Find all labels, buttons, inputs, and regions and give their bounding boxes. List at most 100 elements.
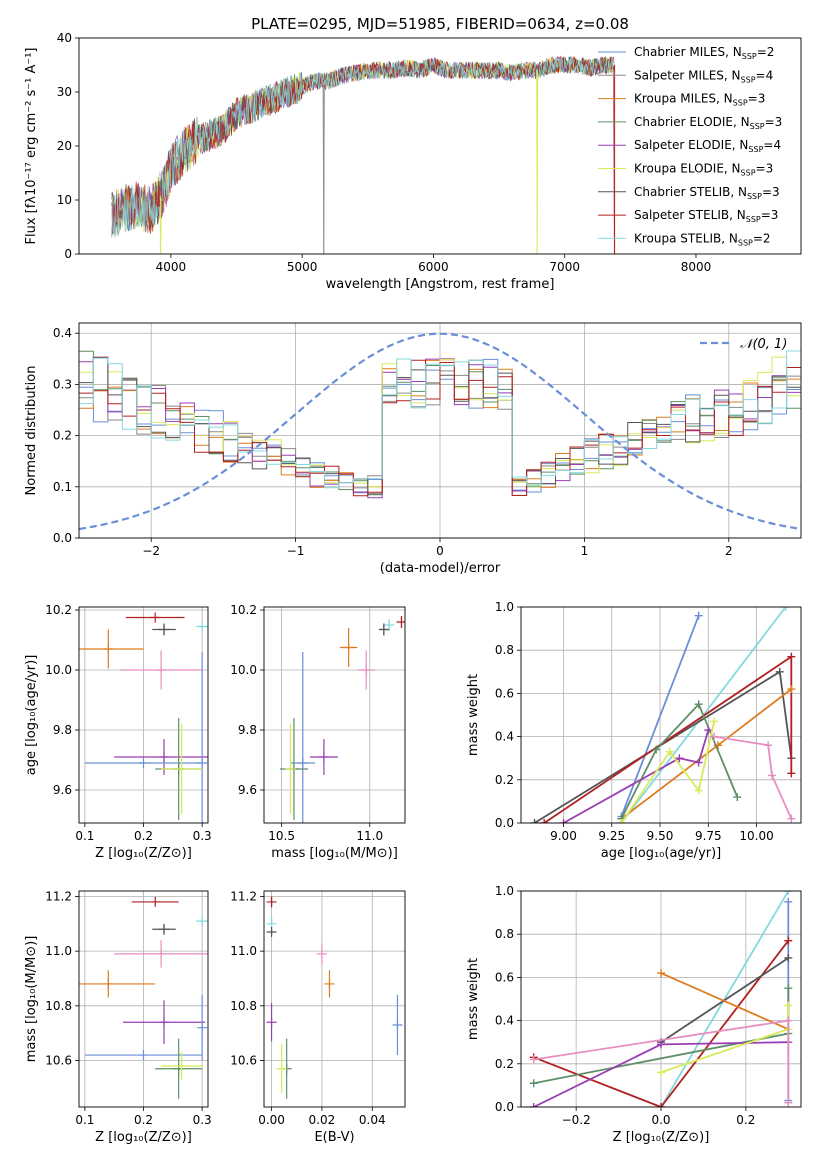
legend-label: Chabrier MILES, NSSP=2 xyxy=(634,45,774,61)
weight-point xyxy=(665,747,674,756)
axes-frame xyxy=(263,890,406,1108)
data-point xyxy=(384,620,395,630)
weight-point xyxy=(652,745,661,754)
x-axis-label: Z [log₁₀(Z/Z⊙)] xyxy=(613,1130,710,1145)
x-tick-label: −1 xyxy=(287,544,305,558)
legend-label-subscript: SSP xyxy=(741,169,756,178)
data-point xyxy=(176,764,187,774)
y-tick-label: 10.0 xyxy=(45,663,72,677)
y-tick-label: 40 xyxy=(57,31,72,45)
x-tick-label: 0.0 xyxy=(651,1113,670,1127)
y-tick-label: 10.8 xyxy=(230,999,257,1013)
x-tick-label: 6000 xyxy=(418,260,449,274)
legend: Chabrier MILES, NSSP=2 Salpeter MILES, NS… xyxy=(598,45,782,247)
y-tick-label: 0.4 xyxy=(53,326,72,340)
plot-area xyxy=(279,616,405,823)
legend-label-subscript: SSP xyxy=(748,145,763,154)
weight-point xyxy=(784,891,793,895)
weight-point xyxy=(710,717,719,726)
plot-area xyxy=(266,896,403,1099)
legend-label-value: =3 xyxy=(756,162,774,176)
y-tick-label: 11.2 xyxy=(230,889,257,903)
data-point xyxy=(361,665,372,675)
x-tick-label: 10.5 xyxy=(268,829,295,843)
axes-frame xyxy=(520,890,802,1108)
x-tick-label: 0.2 xyxy=(134,1113,153,1127)
weight-point xyxy=(657,1040,665,1049)
weight-series-line xyxy=(563,729,710,823)
x-tick-label: 2 xyxy=(725,544,733,558)
spectrum-series-line xyxy=(111,56,615,239)
plot-area xyxy=(79,332,801,531)
weight-series-line xyxy=(660,972,789,1031)
axes-frame xyxy=(520,606,802,824)
plot-area xyxy=(529,891,793,1107)
y-tick-label: 11.0 xyxy=(45,944,72,958)
y-axis-label: Flux [fλ10⁻¹⁷ erg cm⁻² s⁻¹ A⁻¹] xyxy=(24,48,39,245)
weight-point xyxy=(784,1016,793,1025)
y-tick-label: 20 xyxy=(57,139,72,153)
y-axis-label: mass [log₁₀(M/M⊙)] xyxy=(24,936,39,1063)
weight-point xyxy=(694,700,703,709)
y-tick-label: 0.8 xyxy=(495,643,514,657)
y-tick-label: 10.6 xyxy=(45,1054,72,1068)
legend-label-subscript: SSP xyxy=(750,122,765,131)
axes-mass-weight-vs-age: 9.00 9.25 9.50 9.75 10.00 0.0 0.2 0.4 0.6 0.8 1.0 a… xyxy=(466,600,802,861)
weight-point xyxy=(733,793,742,802)
weight-point xyxy=(781,607,790,611)
y-tick-label: 0.3 xyxy=(53,377,72,391)
x-tick-label: 9.50 xyxy=(647,829,674,843)
y-tick-label: 0.4 xyxy=(495,1014,514,1028)
weight-point xyxy=(768,771,777,780)
x-axis-label: Z [log₁₀(Z/Z⊙)] xyxy=(95,1130,192,1145)
legend-label-value: =4 xyxy=(763,138,781,152)
axes-spectrum: 4000 5000 6000 7000 8000 0 10 20 30 40 wavelength … xyxy=(24,31,802,292)
plot-area xyxy=(79,612,208,823)
y-tick-label: 9.6 xyxy=(238,783,257,797)
weight-point xyxy=(764,741,773,750)
weight-point xyxy=(559,819,568,823)
weight-point xyxy=(540,819,549,823)
axes-frame xyxy=(78,37,802,255)
x-tick-label: 0.3 xyxy=(193,1113,212,1127)
x-tick-label: 9.75 xyxy=(695,829,722,843)
weight-point xyxy=(694,758,703,767)
data-point xyxy=(297,758,308,768)
x-axis-label: wavelength [Angstrom, rest frame] xyxy=(326,277,555,292)
data-point xyxy=(316,948,327,959)
x-tick-label: 0.3 xyxy=(193,829,212,843)
y-tick-label: 0.1 xyxy=(53,480,72,494)
y-tick-label: 10.0 xyxy=(230,663,257,677)
legend-label-subscript: SSP xyxy=(733,99,748,108)
data-point xyxy=(318,752,329,762)
data-point xyxy=(285,764,296,774)
y-tick-label: 1.0 xyxy=(495,884,514,898)
weight-point xyxy=(784,936,793,945)
data-point xyxy=(176,1060,187,1071)
weight-point xyxy=(784,897,793,906)
legend-label-subscript: SSP xyxy=(742,52,757,61)
x-tick-label: 0.2 xyxy=(736,1113,755,1127)
data-point xyxy=(343,642,354,653)
y-tick-label: 9.8 xyxy=(238,723,257,737)
data-point xyxy=(197,621,208,632)
x-tick-label: 1 xyxy=(581,544,589,558)
weight-point xyxy=(787,814,796,823)
x-tick-label: −2 xyxy=(142,544,160,558)
y-tick-label: 0.0 xyxy=(495,816,514,830)
legend-label-value: =3 xyxy=(748,92,766,106)
y-axis-label: mass weight xyxy=(466,674,481,756)
y-tick-label: 10.8 xyxy=(45,999,72,1013)
x-tick-label: 0.1 xyxy=(75,1113,94,1127)
axes-residual-distribution: −2 −1 0 1 2 0.0 0.1 0.2 0.3 0.4 (data-model)/error… xyxy=(24,322,802,576)
data-point xyxy=(392,1019,403,1030)
data-point xyxy=(159,1017,170,1028)
x-tick-label: 4000 xyxy=(156,260,187,274)
weight-series-line xyxy=(620,721,715,823)
data-point xyxy=(197,916,208,927)
axes-mass-weight-vs-Z: −0.2 0.0 0.2 0.0 0.2 0.4 0.6 0.8 1.0 Z [log₁₀(Z/Z… xyxy=(466,884,802,1145)
data-point xyxy=(103,978,114,989)
weight-point xyxy=(657,1068,665,1077)
weight-point xyxy=(617,819,626,823)
